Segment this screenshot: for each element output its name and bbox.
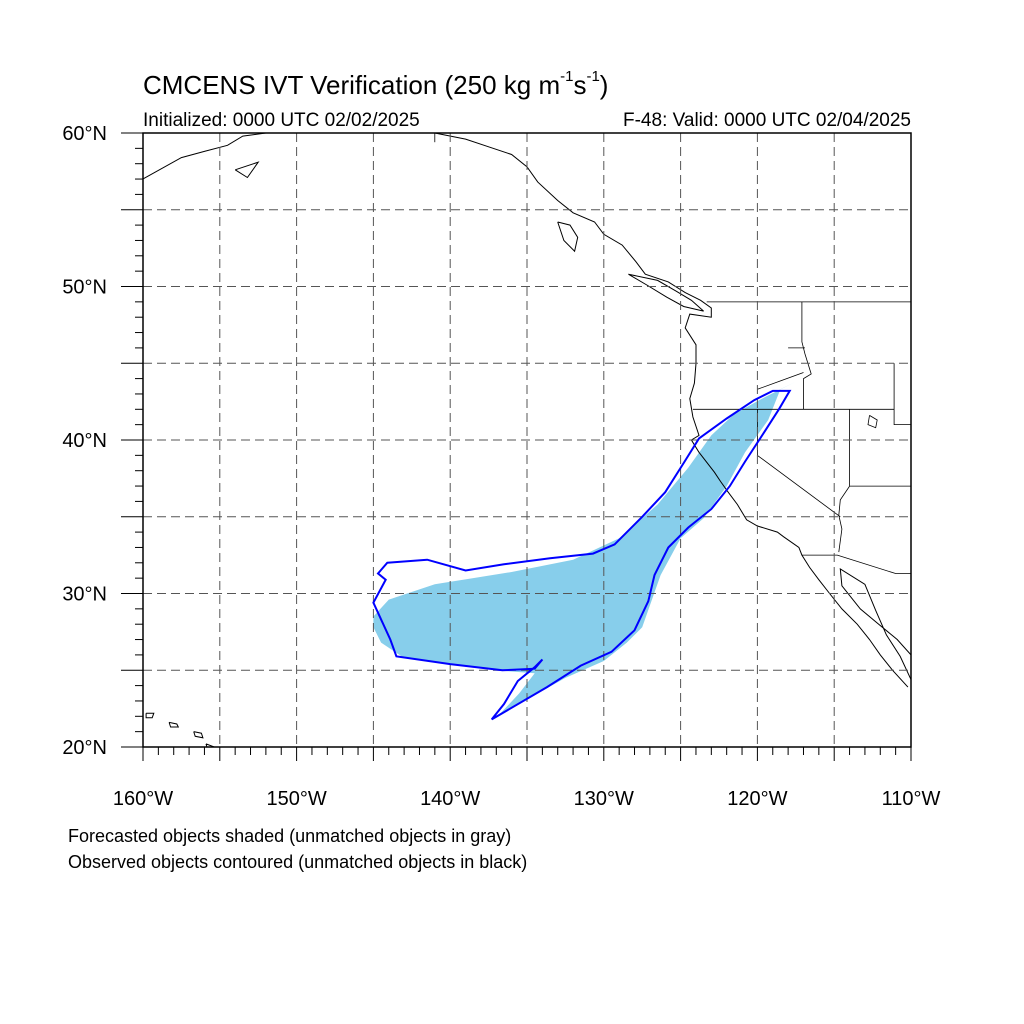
forecast-object-shading xyxy=(373,381,796,718)
forecast-note: Forecasted objects shaded (unmatched obj… xyxy=(68,826,512,846)
title-middle: s xyxy=(573,70,587,100)
lon-label: 140°W xyxy=(420,788,480,810)
coastline-8 xyxy=(168,721,180,728)
plot-frame xyxy=(142,132,912,748)
political-border-6 xyxy=(838,409,850,553)
political-border-8 xyxy=(801,554,911,574)
coastline-9 xyxy=(145,712,155,719)
lat-label: 30°N xyxy=(62,584,107,606)
lon-label: 130°W xyxy=(574,788,634,810)
political-border-4 xyxy=(801,301,812,410)
lon-label: 150°W xyxy=(266,788,326,810)
observed-object-contour xyxy=(372,389,792,721)
coastline-4 xyxy=(557,221,579,253)
lat-label: 50°N xyxy=(62,277,107,299)
title-prefix: CMCENS IVT Verification (250 kg m xyxy=(143,70,561,100)
init-time-label: Initialized: 0000 UTC 02/02/2025 xyxy=(143,110,420,131)
lake-outline-0 xyxy=(867,415,878,429)
coastline-7 xyxy=(193,731,204,739)
title-exponent-2: -1 xyxy=(586,68,600,85)
valid-time-label: F-48: Valid: 0000 UTC 02/04/2025 xyxy=(623,110,911,131)
coastline-0 xyxy=(143,133,266,180)
coastline-5 xyxy=(628,273,704,312)
coastline-1 xyxy=(234,161,260,179)
lat-label: 20°N xyxy=(62,737,107,759)
political-border-5 xyxy=(893,363,911,426)
coastline-3 xyxy=(839,567,911,680)
lon-label: 160°W xyxy=(113,788,173,810)
title-exponent-1: -1 xyxy=(560,68,574,85)
chart-title: CMCENS IVT Verification (250 kg m-1s-1) xyxy=(143,68,609,101)
political-border-7 xyxy=(757,372,804,390)
observed-note: Observed objects contoured (unmatched ob… xyxy=(68,852,528,872)
title-suffix: ) xyxy=(599,70,609,100)
lon-label: 120°W xyxy=(727,788,787,810)
lat-label: 40°N xyxy=(62,430,107,452)
lon-label: 110°W xyxy=(882,788,941,810)
coastline-2 xyxy=(434,133,909,688)
lat-label: 60°N xyxy=(62,123,107,145)
